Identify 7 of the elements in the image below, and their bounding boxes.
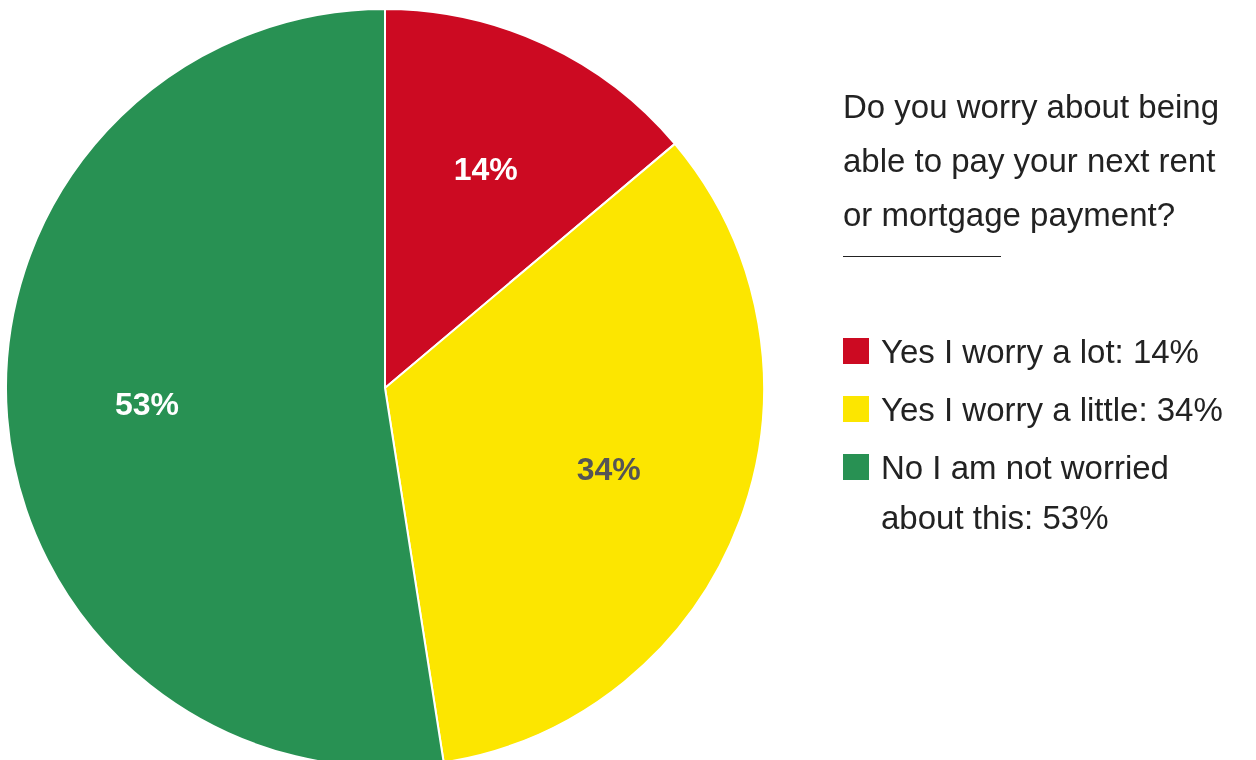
data-label: 14% (453, 151, 518, 188)
data-label: 34% (576, 451, 641, 488)
legend-label: Yes I worry a lot: 14% (881, 332, 1200, 372)
data-label: 53% (114, 386, 179, 423)
text: Do you worry about being able to pay your next rent or mortgage payment? (843, 87, 1221, 235)
legend-label: Yes I worry a little: 34% (881, 390, 1224, 430)
legend-label: No I am not worried about this: 53% (881, 448, 1170, 538)
